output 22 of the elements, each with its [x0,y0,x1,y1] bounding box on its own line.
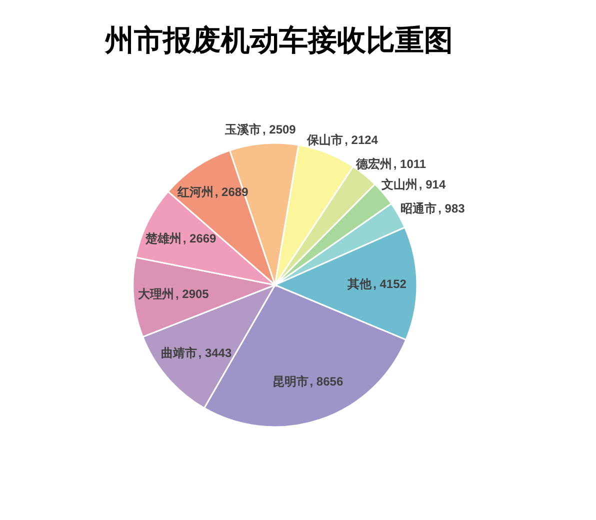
data-label: , 2124 [344,132,378,147]
data-label: , 914 [418,178,446,192]
slice-label: 德宏州 [354,156,392,171]
slice-label: 玉溪市 [224,122,261,136]
slice-label: 红河州 [176,184,214,199]
data-label: , 8656 [310,374,344,389]
slice-label: 文山州 [380,178,418,192]
data-label: , 3443 [198,346,232,360]
slice-label: 昭通市 [400,201,437,216]
slice-label: 楚雄州 [144,232,182,246]
slice-label: 保山市 [306,132,344,147]
chart-title: 州市报废机动车接收比重图 [104,23,453,57]
slice-label: 曲靖市 [160,346,197,360]
data-label: , 2905 [175,287,210,302]
data-label: , 983 [438,201,466,216]
data-label: , 2509 [262,122,296,136]
slice-label: 其他 [346,276,373,291]
data-label: , 4152 [373,276,407,291]
data-label: , 1011 [393,156,426,171]
data-label: , 2669 [182,232,217,246]
slice-label: 大理州 [138,287,174,302]
slice-label: 昆明市 [272,374,308,389]
